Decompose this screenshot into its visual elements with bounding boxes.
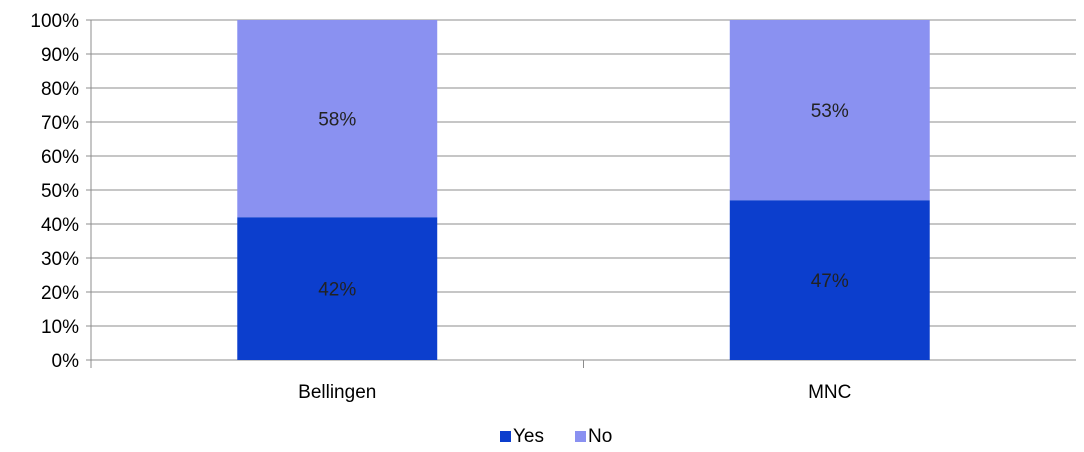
x-axis-categories: Bellingen MNC bbox=[298, 382, 851, 403]
legend-label: No bbox=[588, 426, 612, 447]
y-tick-label: 80% bbox=[41, 79, 79, 100]
bar-segment-yes bbox=[729, 200, 930, 360]
bar-segment-no bbox=[237, 20, 438, 218]
y-tick-label: 50% bbox=[41, 181, 79, 202]
data-label: 47% bbox=[811, 271, 849, 292]
y-tick-label: 60% bbox=[41, 147, 79, 168]
bar-segment-yes bbox=[237, 217, 438, 360]
legend-label: Yes bbox=[513, 426, 544, 447]
legend-swatch-yes bbox=[500, 431, 511, 442]
y-tick-label: 20% bbox=[41, 283, 79, 304]
data-labels: 42% 58% 47% 53% bbox=[318, 101, 849, 301]
y-tick-label: 70% bbox=[41, 113, 79, 134]
bar-segment-no bbox=[729, 20, 930, 201]
legend: Yes No bbox=[500, 426, 612, 447]
y-tick-label: 100% bbox=[30, 11, 79, 32]
x-category-label: Bellingen bbox=[298, 382, 376, 403]
y-tick-label: 40% bbox=[41, 215, 79, 236]
data-label: 42% bbox=[318, 280, 356, 301]
y-tick-label: 90% bbox=[41, 45, 79, 66]
y-tick-label: 0% bbox=[52, 351, 80, 372]
legend-swatch-no bbox=[575, 431, 586, 442]
bars bbox=[237, 20, 930, 360]
data-label: 53% bbox=[811, 101, 849, 122]
y-tick-label: 30% bbox=[41, 249, 79, 270]
x-category-label: MNC bbox=[808, 382, 851, 403]
y-axis-ticks: 0% 10% 20% 30% 40% 50% 60% 70% 80% 90% 100% bbox=[30, 11, 79, 372]
data-label: 58% bbox=[318, 110, 356, 131]
y-tick-label: 10% bbox=[41, 317, 79, 338]
